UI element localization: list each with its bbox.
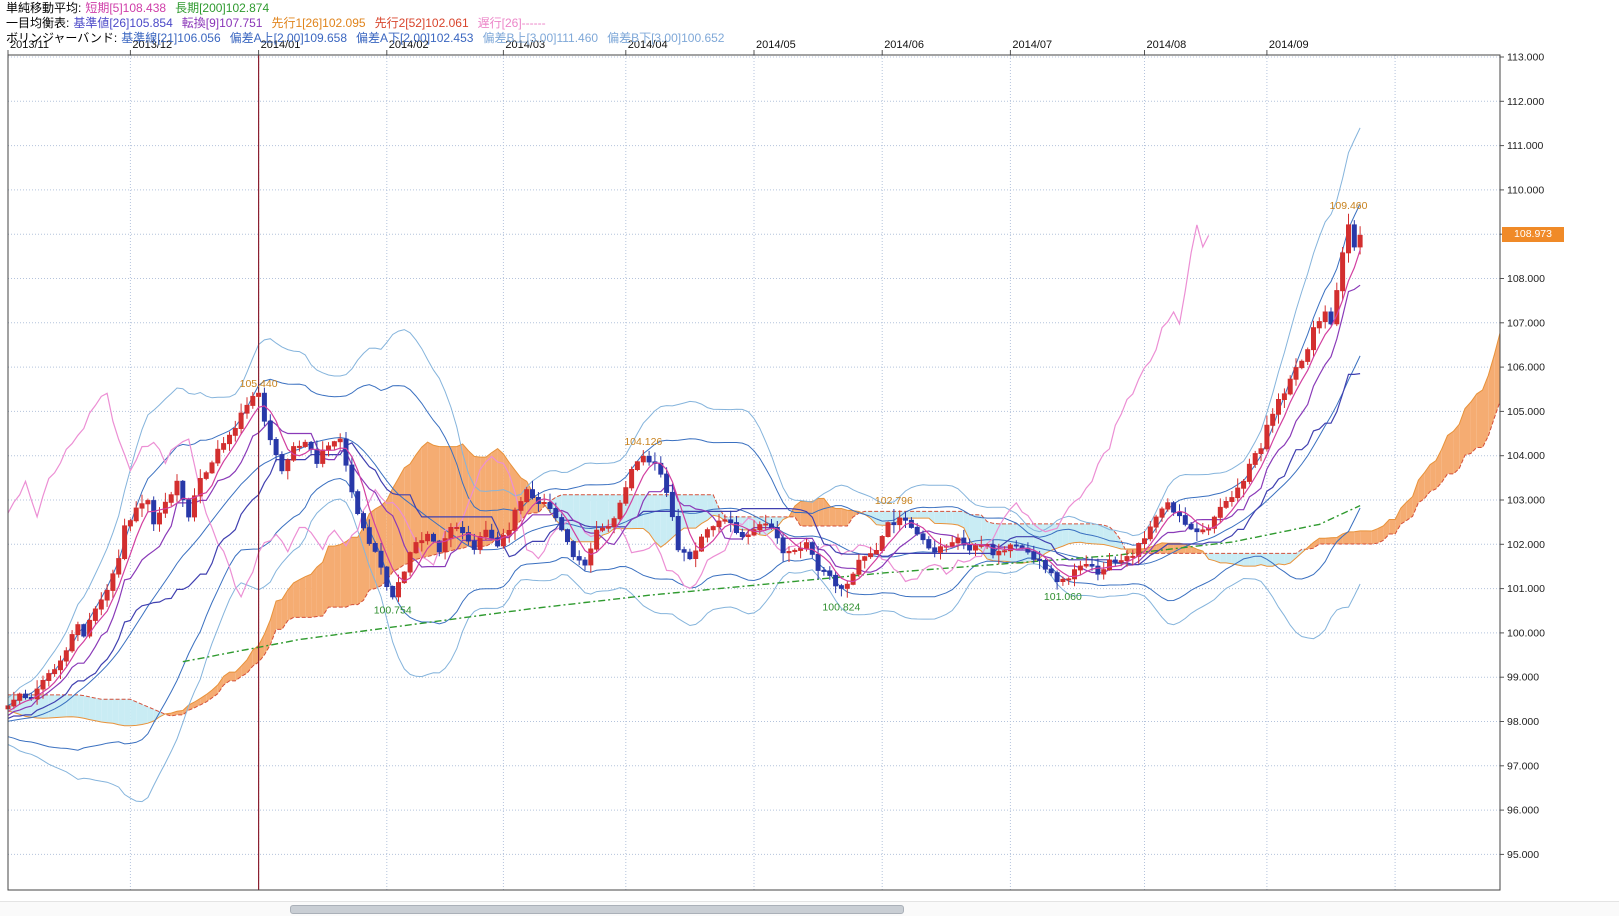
annotations-layer: 105.440 100.754 104.126 100.824 102.796 101.0…	[240, 200, 1368, 617]
legend-item: 先行1[26]102.095	[271, 16, 366, 30]
svg-text:2014/09: 2014/09	[1269, 39, 1309, 51]
legend-row-bollinger: ボリンジャーバンド: 基準線[21]106.056 偏差A上[2.00]109.65…	[6, 31, 733, 46]
legend-item: 偏差B下[3.00]100.652	[607, 31, 725, 45]
svg-text:2014/07: 2014/07	[1012, 39, 1052, 51]
indicator-legend: 単純移動平均: 短期[5]108.438 長期[200]102.874 一目均衡表: 基…	[6, 1, 733, 46]
candles-layer	[5, 213, 1363, 713]
svg-text:2014/04: 2014/04	[628, 39, 668, 51]
svg-text:99.000: 99.000	[1507, 672, 1539, 684]
svg-text:101.060: 101.060	[1044, 591, 1082, 603]
legend-group-title: ボリンジャーバンド:	[6, 31, 118, 45]
svg-text:111.000: 111.000	[1507, 140, 1544, 152]
svg-text:110.000: 110.000	[1507, 184, 1544, 196]
legend-group-title: 一目均衡表:	[6, 16, 70, 30]
scrollbar-thumb[interactable]	[290, 905, 904, 914]
svg-text:2013/11: 2013/11	[10, 39, 49, 51]
svg-text:97.000: 97.000	[1507, 760, 1539, 772]
svg-text:2014/05: 2014/05	[756, 39, 796, 51]
svg-text:96.000: 96.000	[1507, 805, 1539, 817]
legend-item: 偏差A上[2.00]109.658	[229, 31, 348, 45]
svg-text:2014/08: 2014/08	[1147, 39, 1187, 51]
svg-text:105.440: 105.440	[240, 378, 278, 390]
svg-text:112.000: 112.000	[1507, 96, 1544, 108]
svg-text:2013/12: 2013/12	[132, 39, 172, 51]
svg-text:104.126: 104.126	[624, 436, 662, 448]
grid-layer	[7, 55, 1500, 890]
svg-text:2014/03: 2014/03	[505, 39, 545, 51]
svg-text:2014/01: 2014/01	[261, 39, 301, 51]
svg-text:106.000: 106.000	[1507, 362, 1545, 374]
legend-item: 基準値[26]105.854	[73, 16, 173, 30]
svg-text:95.000: 95.000	[1507, 849, 1539, 861]
legend-row-sma: 単純移動平均: 短期[5]108.438 長期[200]102.874	[6, 1, 733, 16]
legend-item: 基準線[21]106.056	[121, 31, 221, 45]
legend-group-title: 単純移動平均:	[6, 1, 82, 15]
svg-text:105.000: 105.000	[1507, 406, 1545, 418]
svg-text:113.000: 113.000	[1507, 52, 1544, 64]
legend-row-ichimoku: 一目均衡表: 基準値[26]105.854 転換[9]107.751 先行1[26]1…	[6, 16, 733, 31]
svg-text:102.796: 102.796	[875, 495, 913, 507]
legend-item: 長期[200]102.874	[175, 1, 270, 15]
ichimoku-cloud-layer	[8, 333, 1500, 726]
horizontal-scrollbar[interactable]	[0, 901, 1619, 916]
legend-item: 転換[9]107.751	[181, 16, 263, 30]
svg-text:100.754: 100.754	[374, 605, 412, 617]
current-price-tag: 108.973	[1502, 227, 1564, 242]
svg-text:103.000: 103.000	[1507, 495, 1545, 507]
svg-text:107.000: 107.000	[1507, 317, 1545, 329]
legend-item: 偏差A下[2.00]102.453	[356, 31, 474, 45]
axes-layer: 95.000 96.000 97.000 98.000 99.000 100.000 101…	[7, 39, 1545, 891]
svg-text:109.460: 109.460	[1330, 200, 1368, 212]
legend-item: 短期[5]108.438	[85, 1, 167, 15]
svg-text:101.000: 101.000	[1507, 583, 1545, 595]
svg-text:104.000: 104.000	[1507, 450, 1545, 462]
svg-text:102.000: 102.000	[1507, 539, 1545, 551]
svg-text:2014/06: 2014/06	[884, 39, 924, 51]
svg-text:108.000: 108.000	[1507, 273, 1545, 285]
svg-text:100.000: 100.000	[1507, 627, 1545, 639]
svg-text:2014/02: 2014/02	[389, 39, 429, 51]
legend-item: 偏差B上[3.00]111.460	[482, 31, 599, 45]
svg-text:100.824: 100.824	[822, 601, 860, 613]
legend-item: 遅行[26]------	[477, 16, 546, 30]
indicator-lines-layer	[7, 55, 1501, 890]
legend-item: 先行2[52]102.061	[374, 16, 469, 30]
svg-text:98.000: 98.000	[1507, 716, 1539, 728]
